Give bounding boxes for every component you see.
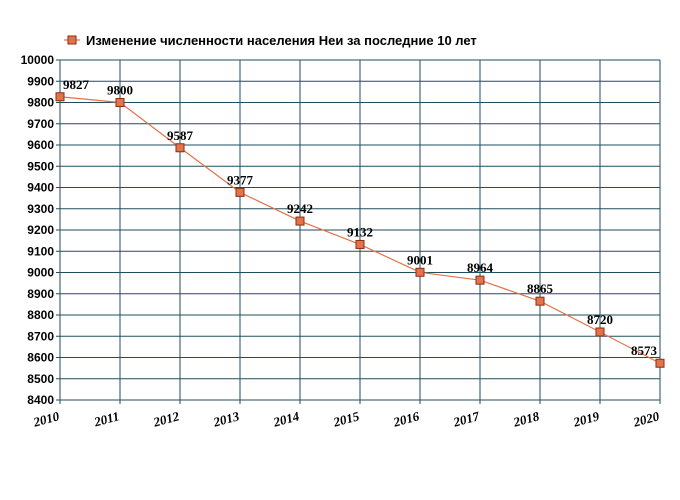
x-tick-label: 2011 <box>91 408 120 429</box>
x-tick-label: 2017 <box>451 408 481 430</box>
data-point <box>475 275 485 285</box>
data-labels: 9827 9800 9587 9377 9242 9132 9001 8964 8865 8720… <box>63 77 658 358</box>
x-tick-label: 2019 <box>571 408 601 430</box>
x-tick-label: 2015 <box>331 408 361 430</box>
legend-label: Изменение численности населения Неи за п… <box>86 33 477 48</box>
y-tick-label: 9000 <box>27 266 54 280</box>
data-label: 9001 <box>407 252 433 267</box>
y-tick-label: 9600 <box>27 138 54 152</box>
x-tick-label: 2013 <box>211 408 241 430</box>
y-tick-label: 8600 <box>27 351 54 365</box>
legend-marker-swatch <box>67 35 77 45</box>
data-label: 9827 <box>63 77 90 92</box>
x-tick-label: 2018 <box>511 408 541 430</box>
data-label: 9377 <box>227 172 254 187</box>
y-tick-label: 8800 <box>27 308 54 322</box>
y-tick-label: 9500 <box>27 159 54 173</box>
series-population <box>55 92 665 368</box>
y-tick-label: 8500 <box>27 372 54 386</box>
y-tick-label: 9300 <box>27 202 54 216</box>
data-label: 8573 <box>631 343 658 358</box>
y-tick-label: 9400 <box>27 181 54 195</box>
y-tick-label: 8700 <box>27 329 54 343</box>
y-tick-label: 8400 <box>27 393 54 407</box>
data-point <box>115 98 125 107</box>
y-tick-label: 8900 <box>27 287 54 301</box>
data-point <box>595 327 605 337</box>
data-point <box>295 216 305 226</box>
y-tick-label: 9200 <box>27 223 54 237</box>
legend: Изменение численности населения Неи за п… <box>64 33 477 48</box>
x-tick-label: 2020 <box>631 408 661 430</box>
y-tick-label: 9800 <box>27 96 54 110</box>
data-label: 9132 <box>347 224 373 239</box>
x-axis-ticks: 2010 2011 2012 2013 2014 2015 2016 2017 2018 2019… <box>31 408 661 430</box>
data-label: 8865 <box>527 281 554 296</box>
data-label: 9800 <box>107 83 133 98</box>
x-tick-label: 2014 <box>271 408 301 430</box>
data-label: 8720 <box>587 312 613 327</box>
y-tick-label: 9700 <box>27 117 54 131</box>
y-axis-ticks: 10000 9900 9800 9700 9600 9500 9400 9300 9200 910… <box>21 53 55 407</box>
x-tick-label: 2016 <box>391 408 421 430</box>
data-point <box>535 296 545 306</box>
data-point <box>355 239 365 249</box>
data-label: 8964 <box>467 260 494 275</box>
x-tick-label: 2012 <box>151 408 181 430</box>
data-point <box>415 267 425 277</box>
data-point <box>655 358 665 368</box>
data-point <box>235 187 245 197</box>
x-tick-label: 2010 <box>31 408 61 430</box>
data-point <box>175 143 185 153</box>
y-tick-label: 9900 <box>27 74 54 88</box>
y-tick-label: 9100 <box>27 244 54 258</box>
data-point <box>55 92 65 102</box>
data-label: 9587 <box>167 128 194 143</box>
y-tick-label: 10000 <box>21 53 55 67</box>
plot-grid <box>56 59 661 404</box>
data-label: 9242 <box>287 201 313 216</box>
